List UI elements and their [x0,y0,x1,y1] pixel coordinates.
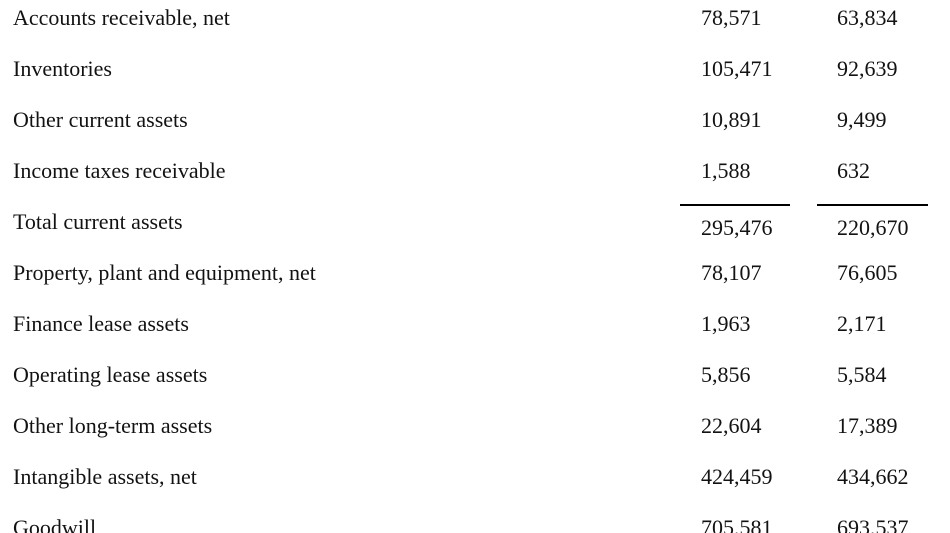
row-label: Accounts receivable, net [13,5,230,30]
row-value-col1: 78,571 [701,5,762,30]
row-label: Property, plant and equipment, net [13,260,316,285]
row-value-col1: 105,471 [701,56,773,81]
row-label: Finance lease assets [13,311,189,336]
row-value-col1: 424,459 [701,464,773,489]
row-value-col1: 22,604 [701,413,762,438]
row-value-col1: 705,581 [701,515,773,533]
table-row-total: Total current assets 295,476 220,670 [0,204,950,255]
row-value-col1: 295,476 [680,204,790,241]
row-label: Other long-term assets [13,413,213,438]
row-value-col2: 5,584 [837,362,887,387]
row-value-col2: 63,834 [837,5,898,30]
row-value-col1: 10,891 [701,107,762,132]
row-value-col2: 9,499 [837,107,887,132]
table-row: Inventories 105,471 92,639 [0,51,950,102]
row-value-col2: 693,537 [837,515,909,533]
row-label: Total current assets [13,209,183,234]
row-value-col1: 78,107 [701,260,762,285]
row-value-col2: 220,670 [817,204,928,241]
row-label: Intangible assets, net [13,464,197,489]
table-row: Intangible assets, net 424,459 434,662 [0,459,950,510]
row-value-col1: 1,588 [701,158,751,183]
row-value-col2: 434,662 [837,464,909,489]
row-value-col2: 92,639 [837,56,898,81]
table-row: Operating lease assets 5,856 5,584 [0,357,950,408]
table-row: Accounts receivable, net 78,571 63,834 [0,0,950,51]
row-label: Other current assets [13,107,188,132]
table-row: Other long-term assets 22,604 17,389 [0,408,950,459]
row-label: Inventories [13,56,112,81]
row-value-col2: 2,171 [837,311,887,336]
row-label: Income taxes receivable [13,158,226,183]
row-value-col2: 17,389 [837,413,898,438]
table-row: Finance lease assets 1,963 2,171 [0,306,950,357]
row-value-col1: 1,963 [701,311,751,336]
table-row: Goodwill 705,581 693,537 [0,510,950,533]
table-row: Property, plant and equipment, net 78,10… [0,255,950,306]
table-row: Other current assets 10,891 9,499 [0,102,950,153]
table-row: Income taxes receivable 1,588 632 [0,153,950,204]
row-label: Goodwill [13,515,97,533]
row-value-col2: 632 [837,158,870,183]
row-value-col2: 76,605 [837,260,898,285]
row-label: Operating lease assets [13,362,208,387]
row-value-col1: 5,856 [701,362,751,387]
